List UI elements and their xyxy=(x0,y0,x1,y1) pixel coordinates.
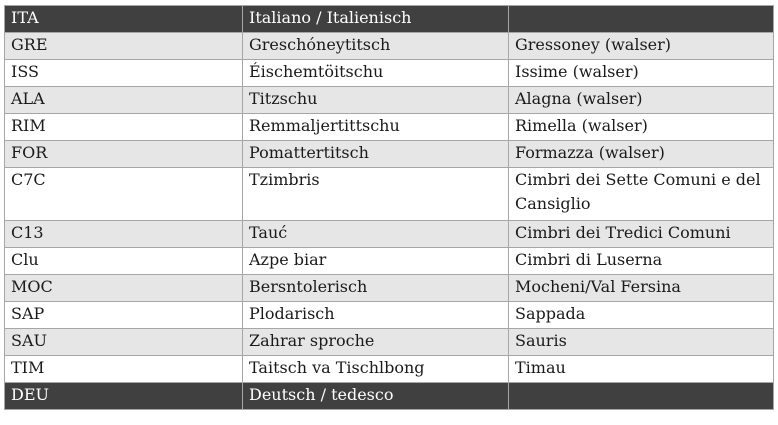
place-cell: Cimbri dei Sette Comuni e del Cansiglio xyxy=(508,167,774,221)
code-cell: GRE xyxy=(4,32,243,60)
place-cell: Issime (walser) xyxy=(508,59,774,87)
table-row: SAP Plodarisch Sappada xyxy=(4,301,774,329)
place-cell: Mocheni/Val Fersina xyxy=(508,274,774,302)
name-cell: Italiano / Italienisch xyxy=(242,5,509,33)
code-cell: ALA xyxy=(4,86,243,114)
name-cell: Azpe biar xyxy=(242,247,509,275)
table-row: ITA Italiano / Italienisch xyxy=(4,5,774,33)
table-row: TIM Taitsch va Tischlbong Timau xyxy=(4,355,774,383)
code-cell: TIM xyxy=(4,355,243,383)
code-cell: RIM xyxy=(4,113,243,141)
place-cell: Sauris xyxy=(508,328,774,356)
table-row: C7C Tzimbris Cimbri dei Sette Comuni e d… xyxy=(4,167,774,221)
name-cell: Remmaljertittschu xyxy=(242,113,509,141)
code-cell: SAU xyxy=(4,328,243,356)
name-cell: Pomattertitsch xyxy=(242,140,509,168)
place-cell: Cimbri di Luserna xyxy=(508,247,774,275)
name-cell: Éischemtöitschu xyxy=(242,59,509,87)
code-cell: C13 xyxy=(4,220,243,248)
table-row: FOR Pomattertitsch Formazza (walser) xyxy=(4,140,774,168)
table-row: MOC Bersntolerisch Mocheni/Val Fersina xyxy=(4,274,774,302)
table-row: RIM Remmaljertittschu Rimella (walser) xyxy=(4,113,774,141)
place-cell: Cimbri dei Tredici Comuni xyxy=(508,220,774,248)
name-cell: Greschóneytitsch xyxy=(242,32,509,60)
code-cell: ITA xyxy=(4,5,243,33)
code-cell: C7C xyxy=(4,167,243,221)
code-cell: DEU xyxy=(4,382,243,410)
name-cell: Bersntolerisch xyxy=(242,274,509,302)
name-cell: Tauć xyxy=(242,220,509,248)
place-cell xyxy=(508,5,774,33)
place-cell: Formazza (walser) xyxy=(508,140,774,168)
table-row: SAU Zahrar sproche Sauris xyxy=(4,328,774,356)
code-cell: ISS xyxy=(4,59,243,87)
table-body: ITA Italiano / Italienisch GRE Greschóne… xyxy=(4,5,774,410)
place-cell: Gressoney (walser) xyxy=(508,32,774,60)
code-cell: MOC xyxy=(4,274,243,302)
table-row: C13 Tauć Cimbri dei Tredici Comuni xyxy=(4,220,774,248)
table-row: Clu Azpe biar Cimbri di Luserna xyxy=(4,247,774,275)
name-cell: Titzschu xyxy=(242,86,509,114)
code-cell: FOR xyxy=(4,140,243,168)
name-cell: Deutsch / tedesco xyxy=(242,382,509,410)
table-row: ALA Titzschu Alagna (walser) xyxy=(4,86,774,114)
name-cell: Tzimbris xyxy=(242,167,509,221)
place-cell: Rimella (walser) xyxy=(508,113,774,141)
place-cell: Sappada xyxy=(508,301,774,329)
code-cell: Clu xyxy=(4,247,243,275)
place-cell: Alagna (walser) xyxy=(508,86,774,114)
name-cell: Zahrar sproche xyxy=(242,328,509,356)
place-cell xyxy=(508,382,774,410)
place-cell: Timau xyxy=(508,355,774,383)
table-row: DEU Deutsch / tedesco xyxy=(4,382,774,410)
name-cell: Plodarisch xyxy=(242,301,509,329)
code-cell: SAP xyxy=(4,301,243,329)
language-table: ITA Italiano / Italienisch GRE Greschóne… xyxy=(4,5,774,410)
table-row: GRE Greschóneytitsch Gressoney (walser) xyxy=(4,32,774,60)
name-cell: Taitsch va Tischlbong xyxy=(242,355,509,383)
table-row: ISS Éischemtöitschu Issime (walser) xyxy=(4,59,774,87)
